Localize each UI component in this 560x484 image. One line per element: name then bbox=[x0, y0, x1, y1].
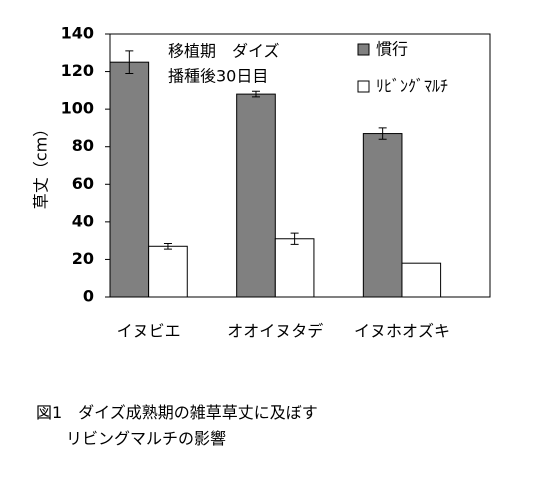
y-tick-label: 100 bbox=[61, 99, 94, 118]
y-tick-label: 80 bbox=[72, 136, 94, 155]
bar bbox=[148, 245, 188, 298]
x-tick-label: イヌホオズキ bbox=[354, 322, 450, 341]
error-bar bbox=[125, 50, 134, 74]
bar bbox=[236, 93, 276, 298]
legend-label: 慣行 bbox=[376, 40, 408, 59]
y-tick-label: 140 bbox=[61, 24, 94, 43]
y-axis-label: 草丈（cm） bbox=[32, 121, 51, 209]
error-bar bbox=[163, 242, 172, 250]
error-bar bbox=[290, 232, 299, 245]
error-bar bbox=[251, 90, 260, 98]
caption: 図1 ダイズ成熟期の雑草草丈に及ぼす リビングマルチの影響 bbox=[36, 400, 318, 452]
bar bbox=[274, 238, 315, 298]
annotation: 移植期 ダイズ bbox=[168, 42, 280, 61]
y-tick-label: 20 bbox=[72, 249, 94, 268]
error-bar bbox=[378, 127, 387, 140]
bar bbox=[362, 133, 403, 298]
bar bbox=[401, 262, 442, 298]
caption-line: 図1 ダイズ成熟期の雑草草丈に及ぼす bbox=[36, 403, 318, 422]
chart: 草丈（cm） 移植期 ダイズ 播種後30日目 0 20 40 60 80 100 120 14… bbox=[32, 24, 491, 341]
legend-label: ﾘﾋﾞﾝｸﾞﾏﾙﾁ bbox=[376, 77, 448, 96]
y-tick-label: 60 bbox=[72, 174, 94, 193]
y-tick-label: 0 bbox=[83, 287, 94, 306]
annotation: 播種後30日目 bbox=[168, 67, 268, 86]
legend-swatch bbox=[357, 80, 370, 93]
bar bbox=[109, 61, 150, 298]
x-tick-label: オオイヌタデ bbox=[227, 322, 323, 341]
x-tick-label: イヌビエ bbox=[117, 322, 181, 341]
plot-frame bbox=[109, 33, 491, 298]
y-tick-label: 120 bbox=[61, 61, 94, 80]
y-tick-label: 40 bbox=[72, 211, 94, 230]
legend-swatch bbox=[357, 43, 370, 56]
caption-line: リビングマルチの影響 bbox=[66, 429, 227, 448]
